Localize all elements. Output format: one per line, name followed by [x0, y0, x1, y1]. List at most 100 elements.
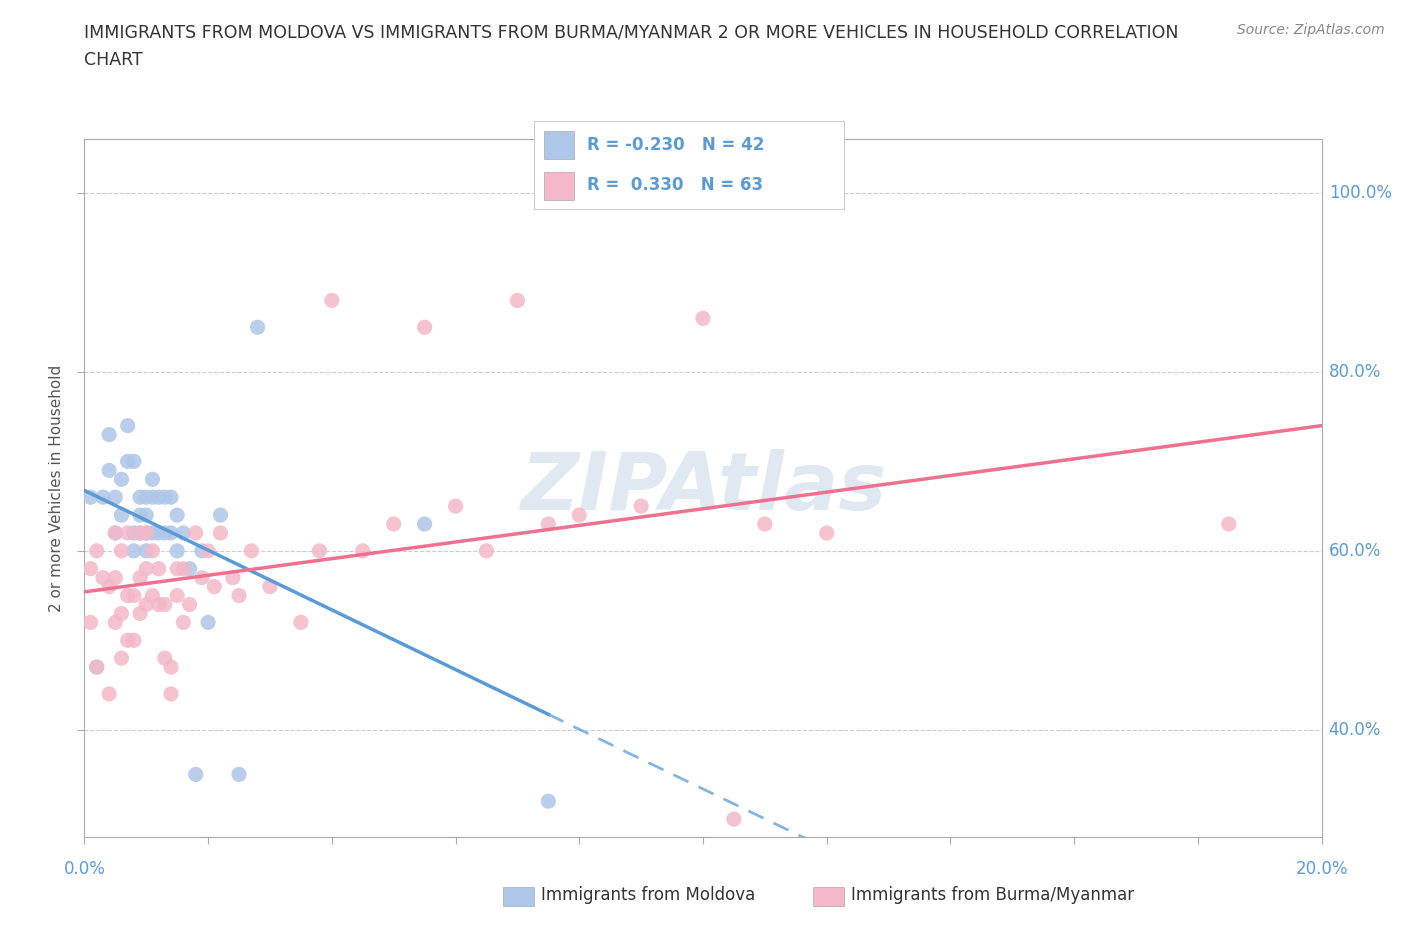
Point	[202, 579, 225, 594]
Point	[135, 508, 157, 523]
Text: R = -0.230   N = 42: R = -0.230 N = 42	[586, 136, 765, 153]
Point	[153, 525, 176, 540]
Point	[110, 508, 132, 523]
Point	[148, 525, 170, 540]
Point	[290, 615, 312, 630]
Text: 60.0%: 60.0%	[1329, 542, 1381, 560]
Point	[382, 516, 405, 531]
Point	[91, 570, 114, 585]
Point	[413, 516, 436, 531]
Point	[172, 525, 194, 540]
Point	[110, 651, 132, 666]
Point	[228, 767, 250, 782]
Point	[104, 525, 127, 540]
Text: R =  0.330   N = 63: R = 0.330 N = 63	[586, 177, 763, 194]
Point	[308, 543, 330, 558]
Point	[98, 463, 121, 478]
Point	[184, 525, 207, 540]
Point	[141, 543, 163, 558]
Point	[1218, 516, 1240, 531]
Point	[117, 418, 139, 433]
Point	[104, 490, 127, 505]
Point	[537, 794, 560, 809]
Point	[160, 686, 183, 701]
Point	[122, 588, 145, 603]
Point	[166, 508, 188, 523]
Point	[122, 632, 145, 647]
Point	[191, 570, 214, 585]
Point	[172, 615, 194, 630]
Point	[153, 597, 176, 612]
Point	[228, 588, 250, 603]
Point	[129, 525, 152, 540]
Point	[153, 490, 176, 505]
Point	[129, 525, 152, 540]
Point	[122, 525, 145, 540]
Text: Immigrants from Moldova: Immigrants from Moldova	[541, 885, 755, 904]
Point	[475, 543, 498, 558]
Point	[135, 490, 157, 505]
Point	[104, 525, 127, 540]
Text: 20.0%: 20.0%	[1295, 860, 1348, 878]
Point	[172, 562, 194, 577]
Point	[352, 543, 374, 558]
Point	[246, 320, 269, 335]
Point	[160, 659, 183, 674]
Point	[122, 454, 145, 469]
Point	[568, 508, 591, 523]
Point	[122, 543, 145, 558]
Point	[135, 543, 157, 558]
Point	[630, 498, 652, 513]
Point	[148, 597, 170, 612]
Text: 80.0%: 80.0%	[1329, 363, 1381, 381]
Text: 0.0%: 0.0%	[63, 860, 105, 878]
Point	[135, 525, 157, 540]
Point	[754, 516, 776, 531]
Point	[815, 525, 838, 540]
Point	[222, 570, 245, 585]
Point	[179, 562, 201, 577]
Text: ZIPAtlas: ZIPAtlas	[520, 449, 886, 527]
Point	[141, 588, 163, 603]
Point	[135, 525, 157, 540]
Point	[209, 525, 232, 540]
Point	[259, 579, 281, 594]
Point	[506, 293, 529, 308]
Point	[179, 597, 201, 612]
Point	[104, 615, 127, 630]
Bar	[544, 130, 575, 159]
Point	[141, 472, 163, 486]
Bar	[544, 172, 575, 201]
Point	[117, 588, 139, 603]
Point	[135, 597, 157, 612]
Point	[129, 606, 152, 621]
Point	[166, 543, 188, 558]
Point	[86, 659, 108, 674]
Point	[98, 579, 121, 594]
Point	[166, 562, 188, 577]
Text: 40.0%: 40.0%	[1329, 721, 1381, 738]
Point	[321, 293, 343, 308]
Point	[413, 320, 436, 335]
Point	[166, 588, 188, 603]
Point	[104, 570, 127, 585]
Text: CHART: CHART	[84, 51, 143, 69]
Point	[160, 490, 183, 505]
Point	[197, 615, 219, 630]
Point	[723, 812, 745, 827]
Point	[129, 508, 152, 523]
Point	[692, 311, 714, 325]
Point	[117, 632, 139, 647]
Point	[148, 490, 170, 505]
Point	[117, 525, 139, 540]
Point	[110, 606, 132, 621]
Text: IMMIGRANTS FROM MOLDOVA VS IMMIGRANTS FROM BURMA/MYANMAR 2 OR MORE VEHICLES IN H: IMMIGRANTS FROM MOLDOVA VS IMMIGRANTS FR…	[84, 23, 1178, 41]
Point	[86, 659, 108, 674]
Point	[148, 562, 170, 577]
Point	[537, 516, 560, 531]
Point	[135, 562, 157, 577]
Point	[240, 543, 263, 558]
Text: Immigrants from Burma/Myanmar: Immigrants from Burma/Myanmar	[851, 885, 1133, 904]
Point	[98, 686, 121, 701]
Point	[153, 651, 176, 666]
